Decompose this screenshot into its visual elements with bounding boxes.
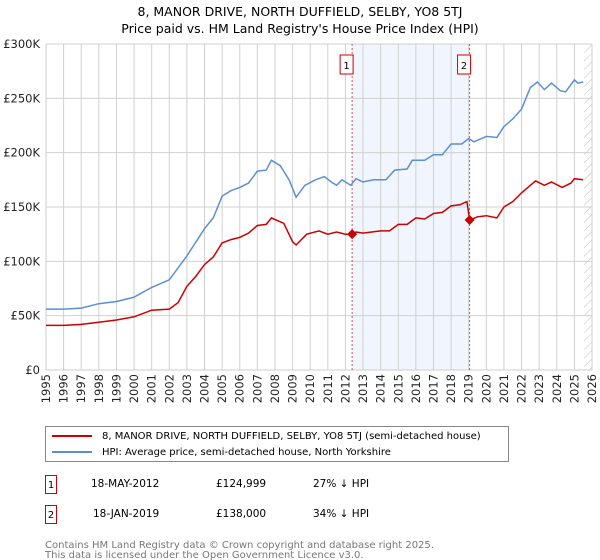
property-price-line (46, 177, 584, 327)
footer-line-1: Contains HM Land Registry data © Crown c… (45, 540, 434, 551)
sale-label: 2 (461, 61, 467, 72)
x-tick-label: 2023 (532, 374, 546, 403)
y-tick-label: £300K (3, 37, 40, 51)
x-tick-label: 2026 (585, 374, 599, 403)
sale-badge: 1 (45, 475, 57, 494)
sale-label: 1 (343, 61, 349, 72)
x-tick-label: 2015 (391, 374, 405, 403)
legend-item-property: 8, MANOR DRIVE, NORTH DUFFIELD, SELBY, Y… (52, 428, 481, 444)
sale-date: 18-JAN-2019 (93, 508, 160, 520)
x-tick-label: 2020 (479, 374, 493, 403)
x-tick-label: 2019 (462, 374, 476, 403)
x-tick-label: 2022 (515, 374, 529, 403)
sale-point (347, 229, 358, 240)
legend-label: HPI: Average price, semi-detached house,… (102, 446, 391, 458)
sale-hpi-diff: 34% ↓ HPI (313, 508, 370, 520)
y-tick-label: £200K (3, 146, 40, 160)
x-tick-label: 2000 (127, 374, 141, 403)
hpi-line (46, 78, 584, 310)
x-tick-label: 2010 (303, 374, 317, 403)
sale-label-box (457, 54, 472, 75)
x-tick-label: 2021 (497, 374, 511, 403)
y-tick-label: £150K (3, 200, 40, 214)
sale-point (464, 215, 475, 226)
x-tick-label: 2009 (286, 374, 300, 403)
sale-badge: 2 (45, 505, 57, 524)
sale-price: £124,999 (216, 478, 267, 490)
x-tick-label: 2001 (145, 374, 159, 403)
chart-plot: 1995 1996 1997 1998 1999 2000 2001 2002 2003 2004… (3, 37, 599, 403)
legend-item-hpi: HPI: Average price, semi-detached house,… (52, 444, 391, 460)
y-tick-label: £100K (3, 254, 40, 268)
x-tick-label: 2017 (426, 374, 440, 403)
chart-title: 8, MANOR DRIVE, NORTH DUFFIELD, SELBY, Y… (137, 4, 463, 19)
x-tick-label: 2005 (215, 374, 229, 403)
x-tick-label: 2018 (444, 374, 458, 403)
y-tick-label: £50K (11, 309, 41, 323)
x-tick-label: 2016 (409, 374, 423, 403)
sale-row-2: 2 18-JAN-2019 £138,000 34% ↓ HPI (45, 505, 545, 525)
x-tick-label: 2014 (374, 374, 388, 403)
x-tick-label: 2024 (550, 374, 564, 403)
x-tick-label: 1996 (57, 374, 71, 403)
x-tick-label: 2025 (567, 374, 581, 403)
sale-date: 18-MAY-2012 (91, 478, 160, 490)
x-tick-label: 2003 (180, 374, 194, 403)
sale-hpi-diff: 27% ↓ HPI (313, 478, 370, 490)
chart-subtitle: Price paid vs. HM Land Registry's House … (121, 21, 479, 36)
x-tick-label: 2013 (356, 374, 370, 403)
x-tick-label: 2012 (338, 374, 352, 403)
sale-row-1: 1 18-MAY-2012 £124,999 27% ↓ HPI (45, 475, 545, 495)
footer-line-2: This data is licensed under the Open Gov… (45, 550, 364, 560)
x-tick-label: 2008 (268, 374, 282, 403)
x-tick-label: 1998 (92, 374, 106, 403)
x-tick-label: 2011 (321, 374, 335, 403)
sale-price: £138,000 (216, 508, 267, 520)
x-tick-label: 2007 (250, 374, 264, 403)
y-tick-label: £0 (25, 363, 40, 377)
legend-label: 8, MANOR DRIVE, NORTH DUFFIELD, SELBY, Y… (102, 430, 481, 442)
y-tick-label: £250K (3, 91, 40, 105)
x-tick-label: 1997 (74, 374, 88, 403)
x-tick-label: 1999 (109, 374, 123, 403)
legend-swatch (52, 435, 92, 437)
footer: Contains HM Land Registry data © Crown c… (45, 541, 434, 560)
sale-label-box (339, 54, 354, 75)
x-tick-label: 2002 (162, 374, 176, 403)
x-tick-label: 1995 (39, 374, 53, 403)
legend-swatch (52, 451, 92, 453)
x-tick-label: 2006 (233, 374, 247, 403)
legend: 8, MANOR DRIVE, NORTH DUFFIELD, SELBY, Y… (45, 426, 509, 462)
x-tick-label: 2004 (198, 374, 212, 403)
